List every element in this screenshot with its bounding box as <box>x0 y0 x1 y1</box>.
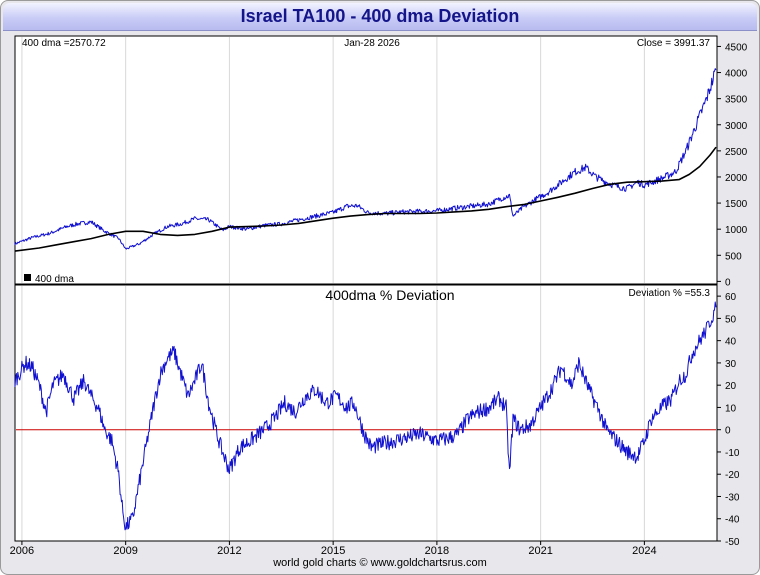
x-tick-label: 2021 <box>528 545 552 557</box>
deviation-y-tick-label: 30 <box>725 359 737 370</box>
price-y-tick-label: 1000 <box>725 225 748 236</box>
deviation-y-tick-label: 60 <box>725 292 737 303</box>
title-bar: Israel TA100 - 400 dma Deviation <box>3 3 757 31</box>
date-label: Jan-28 2026 <box>344 38 400 49</box>
deviation-y-tick-label: -50 <box>725 537 740 548</box>
deviation-y-tick-label: 10 <box>725 403 737 414</box>
price-y-tick-label: 0 <box>725 277 731 288</box>
price-y-tick-label: 2000 <box>725 173 748 184</box>
deviation-y-tick-label: -30 <box>725 492 740 503</box>
deviation-y-tick-label: -10 <box>725 448 740 459</box>
legend-label: 400 dma <box>35 274 74 285</box>
x-tick-label: 2012 <box>217 545 241 557</box>
close-value-label: Close = 3991.37 <box>637 38 711 49</box>
deviation-grid <box>21 286 645 540</box>
price-y-tick-label: 1500 <box>725 199 748 210</box>
price-y-tick-label: 2500 <box>725 147 748 158</box>
deviation-y-tick-label: 0 <box>725 426 731 437</box>
x-axis: 2006 2009 2012 2015 2018 2021 2024 <box>10 541 657 557</box>
price-grid <box>21 37 645 283</box>
deviation-title: 400dma % Deviation <box>325 287 454 303</box>
x-tick-label: 2024 <box>632 545 656 557</box>
legend-swatch <box>24 274 31 281</box>
deviation-y-tick-label: 50 <box>725 314 737 325</box>
price-y-tick-label: 4500 <box>725 42 748 53</box>
x-tick-label: 2006 <box>10 545 34 557</box>
deviation-lines <box>14 301 717 531</box>
x-tick-label: 2015 <box>321 545 345 557</box>
deviation-axis: -50 -40 -30 -20 -10 0 10 20 30 40 50 60 <box>717 292 740 548</box>
deviation-y-tick-label: 40 <box>725 337 737 348</box>
x-tick-label: 2018 <box>425 545 449 557</box>
price-lines <box>14 68 717 252</box>
deviation-y-tick-label: 20 <box>725 381 737 392</box>
price-y-tick-label: 4000 <box>725 69 748 80</box>
deviation-y-tick-label: -40 <box>725 515 740 526</box>
price-y-tick-label: 3000 <box>725 121 748 132</box>
footer-credit: world gold charts © www.goldchartsrus.co… <box>273 557 487 569</box>
chart-title: Israel TA100 - 400 dma Deviation <box>240 6 520 26</box>
price-panel <box>14 35 718 285</box>
deviation-y-tick-label: -20 <box>725 470 740 481</box>
price-axis: 0 500 1000 1500 2000 2500 3000 3500 4000 4500 <box>717 42 748 288</box>
series-deviation--line <box>14 301 717 531</box>
price-y-tick-label: 3500 <box>725 95 748 106</box>
x-tick-label: 2009 <box>113 545 137 557</box>
price-y-tick-label: 500 <box>725 251 742 262</box>
series-close-line <box>14 68 717 250</box>
dma-value-label: 400 dma =2570.72 <box>22 38 106 49</box>
series-400-dma-line <box>14 146 717 252</box>
deviation-value-label: Deviation % =55.3 <box>629 288 711 299</box>
deviation-panel <box>14 284 718 542</box>
